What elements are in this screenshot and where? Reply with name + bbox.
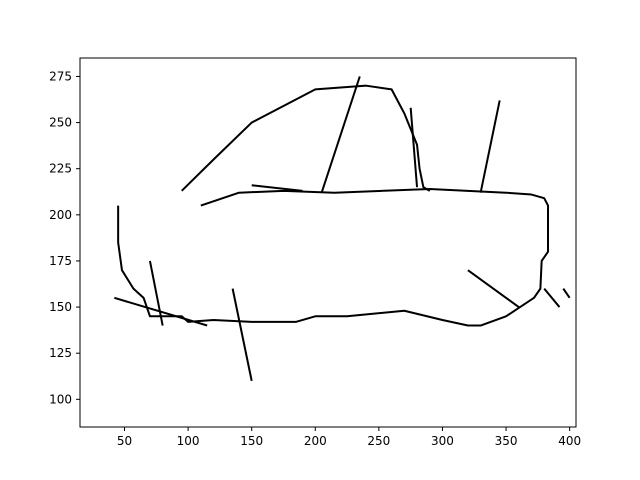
x-tick-label: 350 <box>495 434 518 448</box>
x-tick-label: 400 <box>558 434 581 448</box>
series-line-3 <box>409 107 419 188</box>
x-tick-label: 250 <box>367 434 390 448</box>
series-line-6 <box>148 260 164 326</box>
y-tick-label: 125 <box>49 346 72 360</box>
plot-frame <box>79 57 577 428</box>
y-tick-label: 225 <box>49 162 72 176</box>
series-line-10 <box>467 269 520 308</box>
plot-area <box>80 58 576 427</box>
series-line-4 <box>479 100 501 193</box>
series-line-1 <box>181 84 431 192</box>
x-axis: 50 100 150 200 250 300 350 400 <box>117 427 581 448</box>
series-line-5 <box>251 184 303 192</box>
x-tick-label: 100 <box>177 434 200 448</box>
series-line-2 <box>320 76 361 194</box>
y-tick-label: 200 <box>49 208 72 222</box>
y-tick-label: 100 <box>49 392 72 406</box>
series-line-11 <box>231 288 253 382</box>
x-tick-label: 150 <box>240 434 263 448</box>
x-tick-label: 50 <box>117 434 132 448</box>
series-line-7 <box>114 296 208 327</box>
series-line-9 <box>562 288 571 299</box>
y-axis: 100 125 150 175 200 225 250 275 <box>49 69 80 406</box>
y-tick-label: 150 <box>49 300 72 314</box>
series-line-8 <box>543 287 561 308</box>
chart-lines <box>114 76 571 382</box>
y-tick-label: 250 <box>49 116 72 130</box>
x-tick-label: 300 <box>431 434 454 448</box>
y-tick-label: 175 <box>49 254 72 268</box>
series-line-0 <box>117 188 550 327</box>
x-tick-label: 200 <box>304 434 327 448</box>
y-tick-label: 275 <box>49 69 72 83</box>
